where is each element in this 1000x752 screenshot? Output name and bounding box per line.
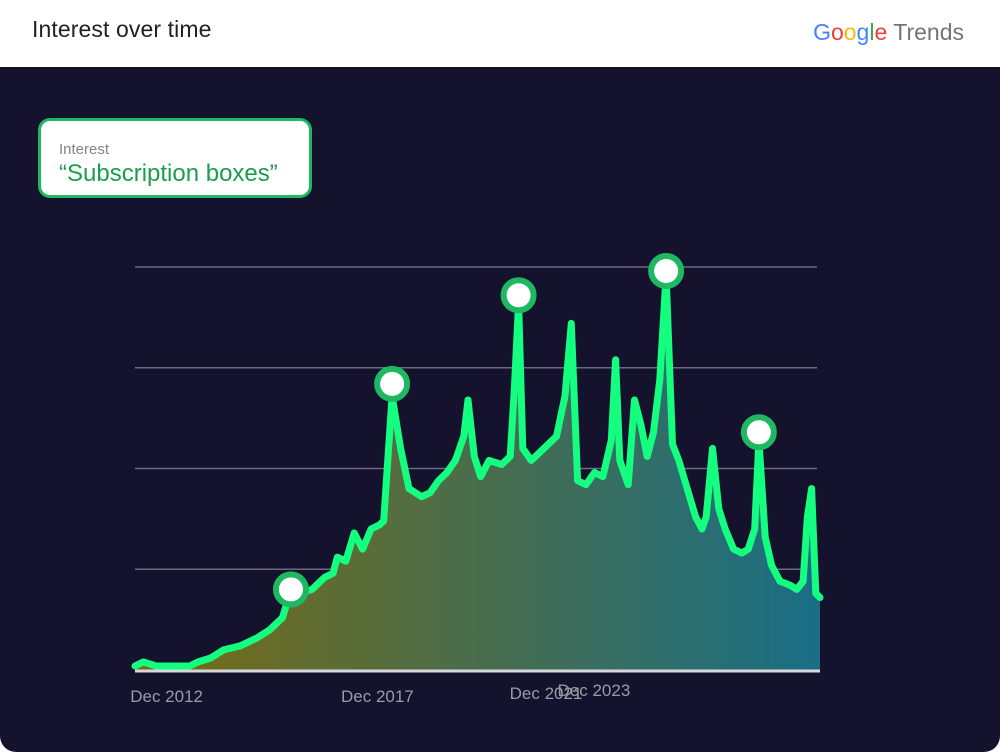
x-tick-label: Dec 2017: [341, 687, 414, 706]
brand-suffix: Trends: [893, 19, 964, 45]
highlight-markers: [272, 253, 777, 608]
brand-letter: l: [869, 19, 875, 45]
x-tick-label: Dec 2021: [510, 684, 583, 703]
highlight-point: [500, 277, 537, 314]
brand-letter: o: [843, 19, 857, 45]
highlight-point: [374, 365, 411, 402]
brand-letter: g: [856, 19, 870, 45]
x-tick-label: Dec 2023: [558, 681, 631, 700]
highlight-point: [272, 571, 309, 608]
legend-box: Interest “Subscription boxes”: [38, 118, 312, 198]
page-title: Interest over time: [32, 16, 212, 42]
highlight-point: [648, 253, 685, 290]
x-tick-label: Dec 2012: [130, 687, 203, 706]
header: Interest over time Google Trends: [0, 0, 1000, 67]
brand-letter: e: [874, 19, 888, 45]
google-trends-logo: Google Trends: [813, 19, 964, 46]
brand-letter: o: [830, 19, 844, 45]
legend-term: “Subscription boxes”: [59, 160, 278, 187]
legend-label: Interest: [59, 141, 110, 158]
series-line: [131, 271, 824, 670]
highlight-point: [740, 414, 777, 451]
brand-letter: G: [813, 19, 831, 45]
